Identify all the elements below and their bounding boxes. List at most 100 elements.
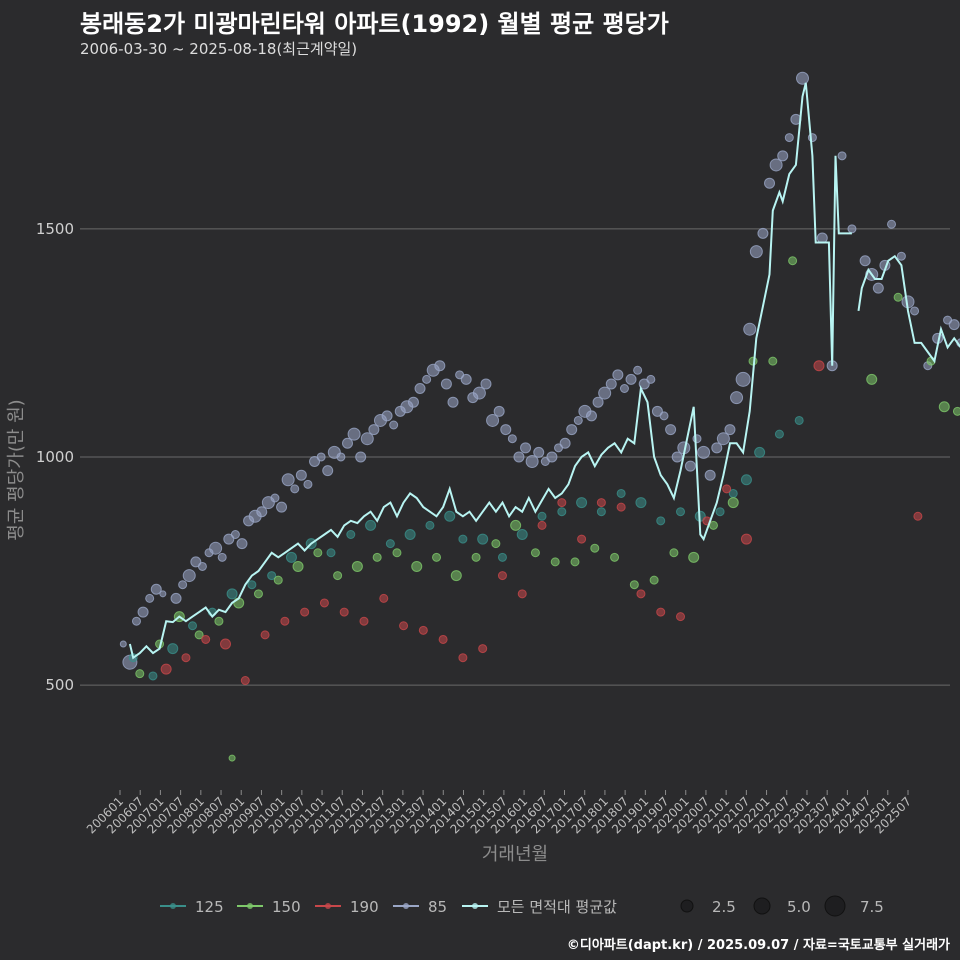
point-150: [292, 560, 304, 572]
legend-dot-avg: [472, 903, 478, 909]
point-85: [764, 177, 776, 189]
point-85: [290, 484, 300, 494]
point-150: [649, 575, 659, 585]
legend-size-circle: [753, 897, 771, 915]
point-85: [730, 391, 744, 405]
point-150: [768, 356, 778, 366]
point-85: [692, 434, 702, 444]
x-axis-title: 거래년월: [482, 844, 548, 865]
point-150: [952, 406, 960, 416]
point-150: [550, 557, 560, 567]
legend-dot-150: [247, 903, 253, 909]
point-85: [697, 445, 711, 459]
point-85: [389, 420, 399, 430]
point-85: [159, 590, 167, 598]
point-85: [236, 538, 248, 550]
point-85: [223, 533, 235, 545]
point-85: [646, 374, 656, 384]
point-85: [422, 374, 432, 384]
point-85: [480, 378, 492, 390]
y-tick-label: 500: [45, 676, 74, 694]
point-85: [295, 469, 307, 481]
point-85: [460, 373, 472, 385]
x-axis-ticks: 2006012006072007012007072008012008072009…: [84, 790, 914, 837]
point-150: [629, 580, 639, 590]
point-85: [704, 469, 716, 481]
point-85: [316, 452, 326, 462]
point-85: [355, 451, 367, 463]
point-125: [285, 551, 297, 563]
point-150: [135, 669, 145, 679]
point-85: [684, 460, 696, 472]
point-150: [491, 539, 501, 549]
point-85: [197, 561, 207, 571]
point-190: [616, 502, 626, 512]
point-190: [740, 533, 752, 545]
point-85: [434, 360, 446, 372]
point-85: [182, 569, 196, 583]
point-150: [228, 754, 236, 762]
legend-size-label: 7.5: [860, 898, 884, 916]
point-150: [570, 557, 580, 567]
point-85: [625, 373, 637, 385]
point-190: [418, 625, 428, 635]
point-125: [326, 548, 336, 558]
point-85: [414, 383, 426, 394]
point-125: [794, 415, 804, 425]
point-125: [576, 497, 588, 509]
point-190: [300, 607, 310, 617]
point-85: [769, 158, 783, 172]
point-125: [148, 671, 158, 681]
average-line: [128, 82, 960, 660]
point-85: [816, 232, 828, 244]
point-190: [160, 663, 172, 675]
point-190: [913, 511, 923, 521]
point-150: [411, 560, 423, 572]
point-85: [407, 396, 419, 408]
point-85: [566, 424, 578, 436]
point-85: [598, 386, 612, 400]
point-150: [727, 497, 739, 509]
point-150: [688, 551, 700, 563]
point-125: [167, 643, 179, 655]
point-150: [313, 548, 323, 558]
point-85: [633, 365, 643, 375]
point-150: [669, 548, 679, 558]
point-85: [735, 371, 751, 387]
point-85: [256, 506, 268, 518]
point-85: [847, 224, 857, 234]
point-190: [577, 534, 587, 544]
point-190: [280, 616, 290, 626]
point-125: [537, 511, 547, 521]
avg-line-segment-1: [857, 254, 960, 364]
point-125: [404, 529, 416, 540]
point-85: [178, 580, 188, 590]
point-190: [181, 653, 191, 663]
point-190: [359, 616, 369, 626]
point-85: [303, 479, 313, 489]
y-tick-label: 1000: [36, 448, 74, 466]
point-85: [749, 245, 763, 259]
legend-dot-125: [170, 903, 176, 909]
point-85: [486, 413, 500, 427]
point-85: [209, 541, 223, 555]
point-190: [676, 612, 686, 622]
point-150: [273, 575, 283, 585]
point-85: [837, 151, 847, 161]
point-85: [910, 306, 920, 316]
point-85: [230, 530, 240, 539]
point-190: [537, 520, 547, 530]
point-150: [471, 552, 481, 562]
point-85: [638, 378, 650, 390]
point-85: [592, 396, 604, 408]
point-190: [813, 360, 825, 372]
point-125: [656, 516, 666, 526]
point-85: [795, 71, 809, 85]
point-85: [336, 452, 346, 462]
point-85: [276, 501, 288, 513]
point-125: [635, 497, 647, 509]
point-85: [150, 583, 162, 595]
point-190: [260, 630, 270, 640]
legend-label-avg: 모든 면적대 평균값: [497, 898, 617, 916]
